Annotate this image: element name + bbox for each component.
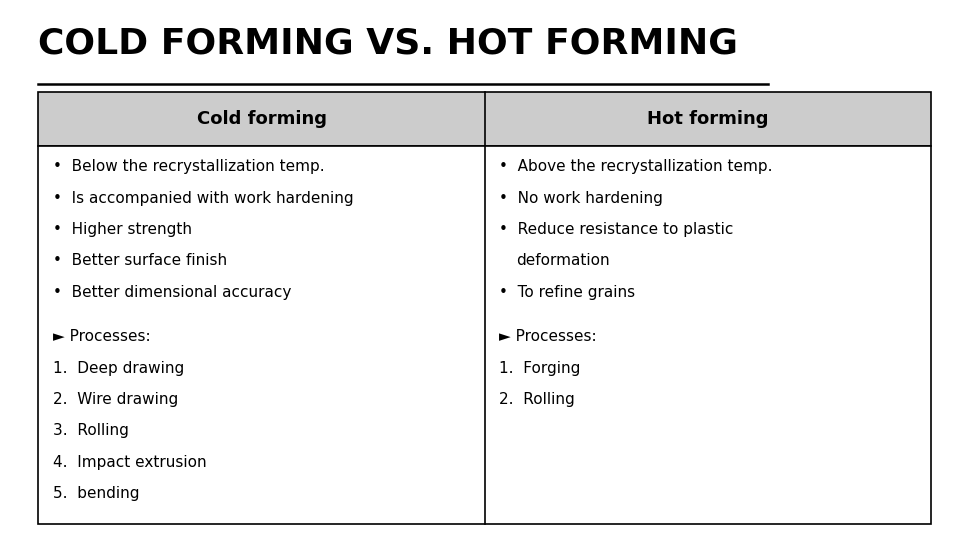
Text: 5.  bending: 5. bending	[53, 486, 139, 501]
Text: ► Processes:: ► Processes:	[499, 329, 597, 345]
Text: •  Better dimensional accuracy: • Better dimensional accuracy	[53, 285, 291, 300]
Text: ► Processes:: ► Processes:	[53, 329, 151, 345]
Text: •  Higher strength: • Higher strength	[53, 222, 192, 237]
Text: •  Is accompanied with work hardening: • Is accompanied with work hardening	[53, 191, 353, 206]
Bar	[38, 146, 931, 524]
Text: Hot forming: Hot forming	[647, 110, 769, 128]
Text: 2.  Rolling: 2. Rolling	[499, 392, 575, 407]
Text: 2.  Wire drawing: 2. Wire drawing	[53, 392, 178, 407]
Text: 1.  Deep drawing: 1. Deep drawing	[53, 361, 184, 376]
Text: •  To refine grains: • To refine grains	[499, 285, 636, 300]
Text: deformation: deformation	[516, 253, 611, 268]
Text: •  Below the recrystallization temp.: • Below the recrystallization temp.	[53, 159, 324, 174]
Text: •  Better surface finish: • Better surface finish	[53, 253, 227, 268]
Text: •  No work hardening: • No work hardening	[499, 191, 663, 206]
Text: 4.  Impact extrusion: 4. Impact extrusion	[53, 455, 206, 470]
Text: 1.  Forging: 1. Forging	[499, 361, 581, 376]
Text: Cold forming: Cold forming	[197, 110, 326, 128]
Text: 3.  Rolling: 3. Rolling	[53, 423, 129, 438]
Text: •  Reduce resistance to plastic: • Reduce resistance to plastic	[499, 222, 733, 237]
Bar	[38, 92, 931, 146]
Text: •  Above the recrystallization temp.: • Above the recrystallization temp.	[499, 159, 773, 174]
Text: COLD FORMING VS. HOT FORMING: COLD FORMING VS. HOT FORMING	[38, 27, 738, 61]
